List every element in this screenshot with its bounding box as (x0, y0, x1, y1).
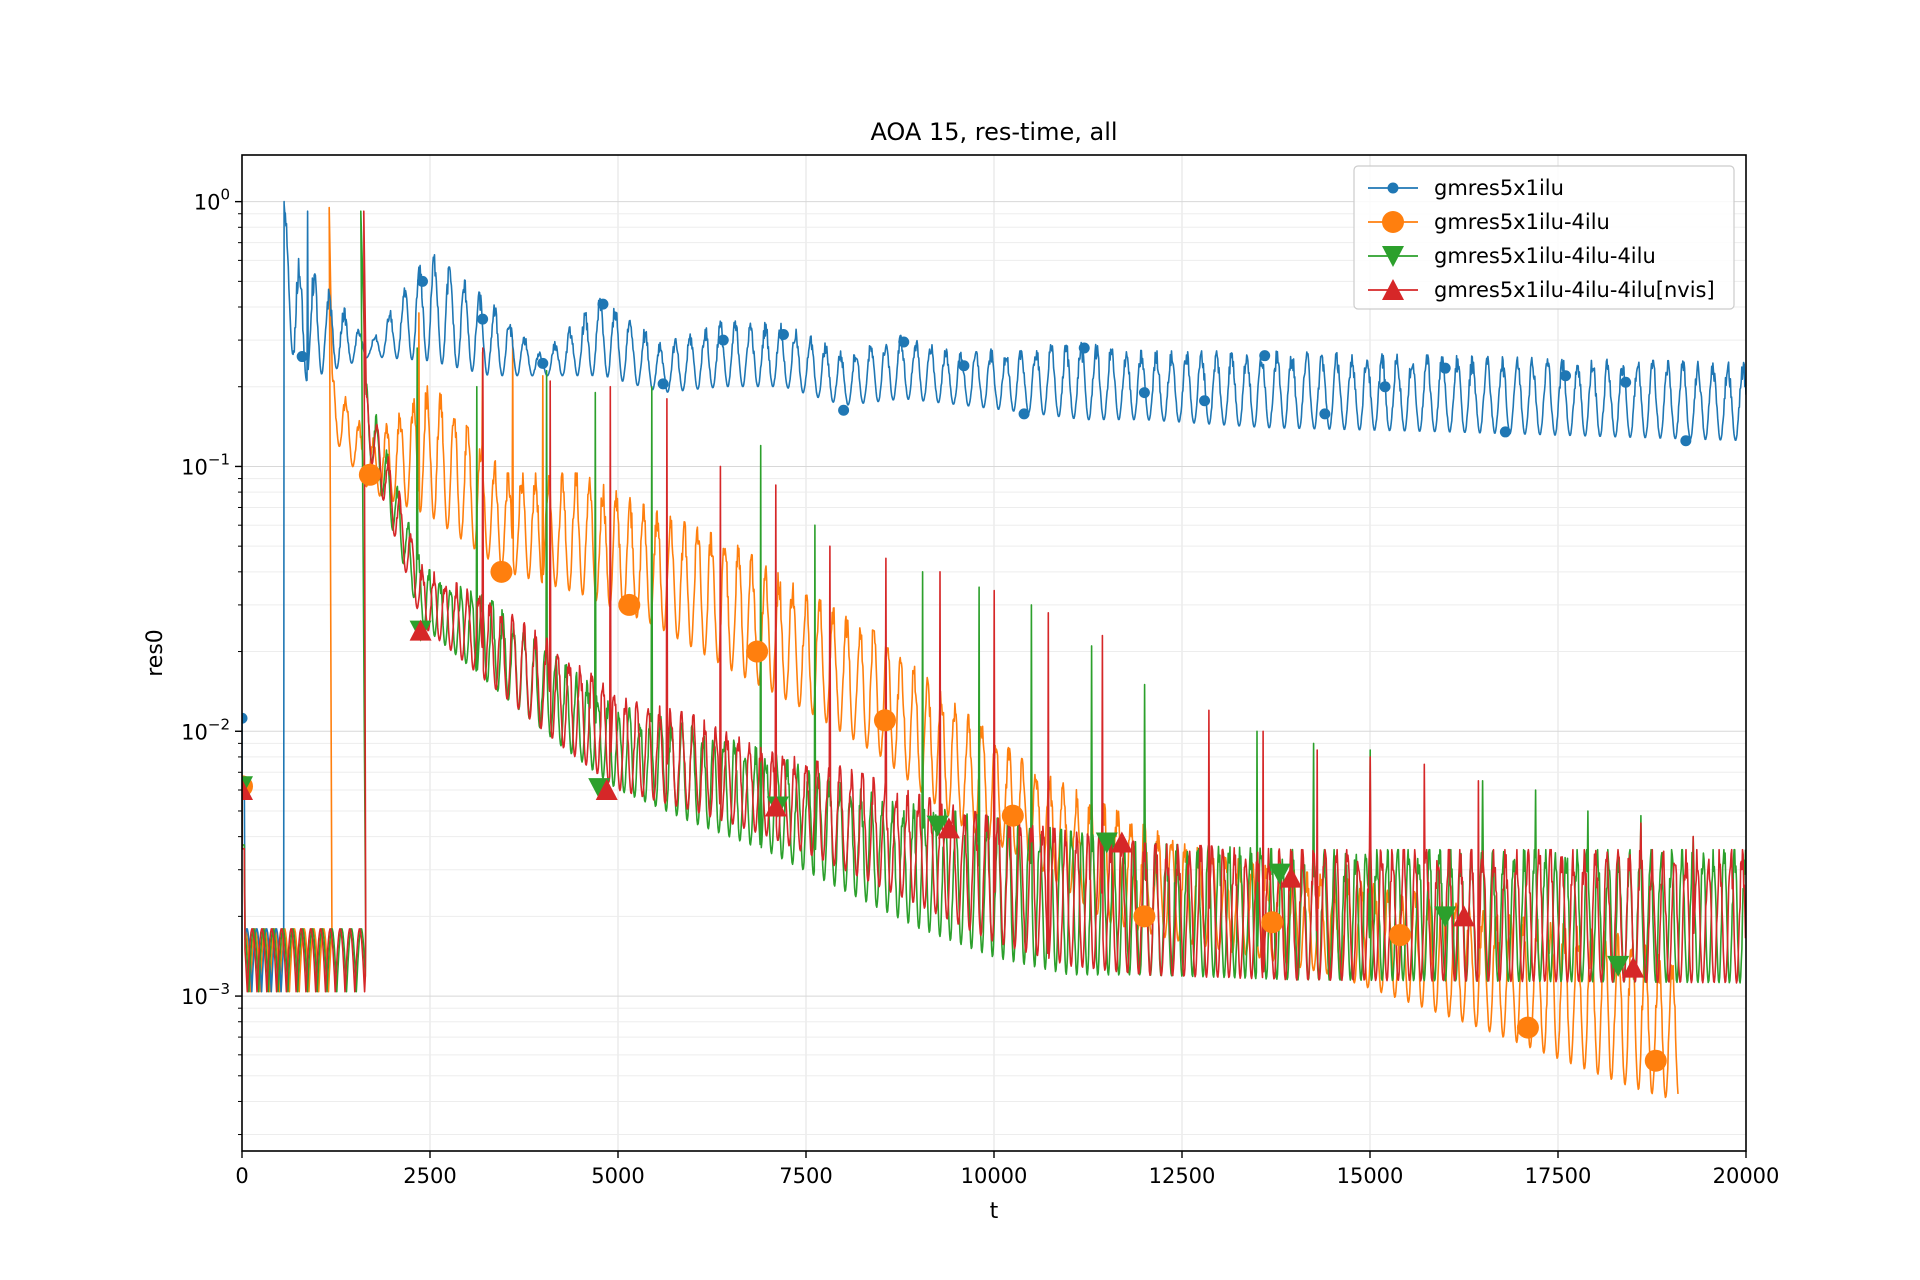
data-point-1 (1389, 924, 1412, 947)
data-point-3 (1280, 866, 1303, 888)
y-tick-base: 10 (181, 985, 208, 1009)
data-point-0 (1018, 408, 1030, 420)
data-point-3 (1453, 905, 1475, 927)
y-tick-label: 10−1 (181, 450, 230, 479)
data-point-0 (657, 378, 669, 390)
x-tick-label: 20000 (1713, 1164, 1780, 1188)
data-point-0 (838, 404, 850, 416)
data-point-0 (242, 712, 248, 724)
data-point-0 (296, 351, 308, 363)
series-line-0 (242, 200, 1746, 993)
data-point-3 (1622, 956, 1645, 978)
legend-label-0: gmres5x1ilu (1434, 176, 1564, 200)
y-tick-base: 10 (181, 455, 208, 479)
legend-label-2: gmres5x1ilu-4ilu-4ilu (1434, 244, 1656, 268)
legend-box (1353, 165, 1735, 310)
x-tick-label: 2500 (403, 1164, 456, 1188)
data-point-0 (416, 275, 428, 287)
y-tick-exponent: 0 (220, 186, 230, 204)
data-point-1 (1644, 1049, 1667, 1072)
chart-title: AOA 15, res-time, all (870, 118, 1117, 146)
data-point-0 (717, 334, 729, 346)
data-point-0 (958, 360, 970, 372)
y-tick-exponent: −1 (208, 450, 230, 468)
data-point-1 (490, 560, 513, 583)
data-point-0 (1620, 376, 1632, 388)
data-point-3 (764, 795, 787, 817)
data-point-2 (1095, 832, 1118, 854)
data-point-0 (1199, 395, 1211, 407)
data-point-3 (409, 619, 432, 641)
x-axis-label: t (990, 1199, 999, 1224)
marker-layer (242, 275, 1692, 1072)
data-point-1 (873, 709, 896, 732)
x-tick-label: 15000 (1337, 1164, 1404, 1188)
x-axis: 0 2500 5000 7500 10000 12500 15000 17500 20000 (235, 1151, 1779, 1188)
data-point-0 (1560, 370, 1572, 382)
data-point-0 (777, 328, 789, 340)
data-point-2 (1607, 955, 1630, 977)
x-tick-label: 0 (235, 1164, 248, 1188)
data-point-0 (1439, 362, 1451, 374)
data-point-0 (537, 357, 549, 369)
y-tick-label: 10−3 (181, 980, 230, 1009)
x-tick-label: 12500 (1149, 1164, 1216, 1188)
y-tick-label: 10−2 (181, 715, 230, 744)
series-line-3 (242, 210, 1746, 993)
data-point-1 (1516, 1016, 1539, 1039)
data-point-1 (1001, 804, 1024, 827)
data-point-0 (1078, 342, 1090, 354)
data-point-0 (1379, 381, 1391, 393)
x-tick-label: 17500 (1525, 1164, 1592, 1188)
y-tick-base: 10 (181, 720, 208, 744)
data-point-1 (358, 463, 381, 486)
data-point-2 (926, 815, 949, 837)
data-point-0 (898, 336, 910, 348)
data-point-0 (1138, 387, 1150, 399)
data-point-0 (597, 298, 609, 310)
legend-marker-1 (1382, 211, 1404, 233)
y-tick-exponent: −2 (208, 715, 230, 733)
data-point-3 (242, 779, 253, 801)
data-point-0 (1680, 435, 1692, 447)
legend-label-1: gmres5x1ilu-4ilu (1434, 210, 1610, 234)
data-point-2 (1268, 863, 1291, 885)
data-point-0 (477, 313, 489, 325)
data-point-0 (1319, 408, 1331, 420)
data-point-1 (746, 640, 769, 663)
data-point-1 (1261, 911, 1284, 934)
legend-marker-2 (1382, 246, 1404, 267)
x-tick-label: 7500 (779, 1164, 832, 1188)
data-point-1 (1133, 905, 1156, 928)
data-point-1 (618, 593, 641, 616)
y-tick-label: 100 (194, 186, 230, 215)
legend-label-3: gmres5x1ilu-4ilu-4ilu[nvis] (1434, 278, 1715, 302)
data-point-0 (1499, 426, 1511, 438)
y-tick-base: 10 (194, 191, 221, 215)
x-tick-label: 10000 (961, 1164, 1028, 1188)
y-tick-exponent: −3 (208, 980, 230, 998)
legend: gmres5x1ilu gmres5x1ilu-4ilu gmres5x1ilu-4… (1353, 165, 1735, 310)
legend-marker-3 (1382, 279, 1404, 300)
x-tick-label: 5000 (591, 1164, 644, 1188)
legend-marker-0 (1387, 182, 1399, 194)
data-point-3 (1110, 831, 1133, 853)
data-point-0 (1259, 350, 1271, 362)
data-point-3 (595, 779, 618, 801)
data-point-3 (937, 817, 960, 839)
y-axis-label: res0 (143, 629, 168, 677)
data-point-2 (1434, 906, 1457, 928)
